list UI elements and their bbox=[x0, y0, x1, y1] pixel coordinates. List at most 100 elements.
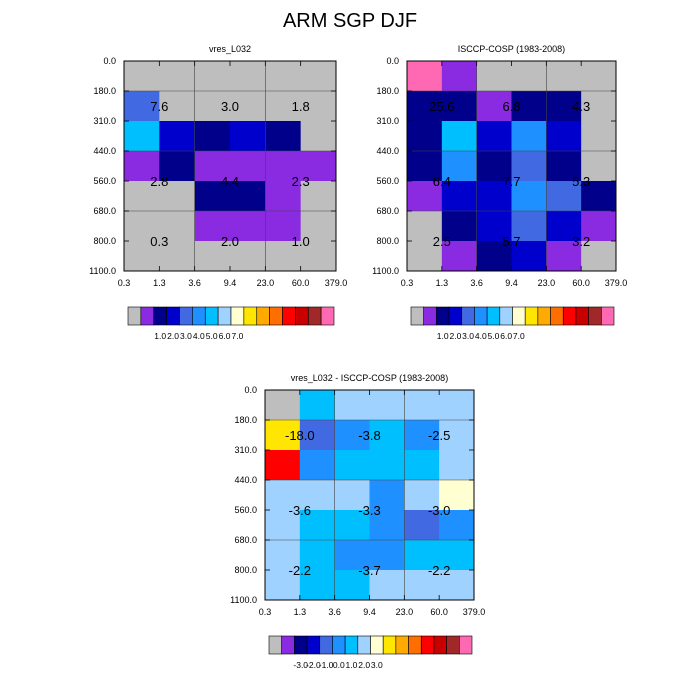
group-value-label-diff-2-1: -3.7 bbox=[358, 563, 380, 578]
heatmap-cell-diff-6-4 bbox=[404, 570, 440, 601]
heatmap-cell-diff-0-3 bbox=[369, 390, 405, 421]
colorbar-box-vres-5 bbox=[192, 306, 206, 326]
group-value-label-isccp-0-1: 6.8 bbox=[502, 99, 520, 114]
heatmap-cell-diff-4-4 bbox=[404, 510, 440, 541]
colorbar-box-isccp-15 bbox=[601, 306, 615, 326]
heatmap-cell-vres-5-5 bbox=[300, 211, 337, 242]
x-tick-label-diff-6: 379.0 bbox=[463, 607, 486, 617]
colorbar-box-vres-11 bbox=[269, 306, 283, 326]
heatmap-cell-vres-2-0 bbox=[124, 121, 160, 152]
heatmap-cell-diff-2-4 bbox=[404, 450, 440, 481]
heatmap-cell-isccp-3-2 bbox=[476, 151, 512, 182]
heatmap-cell-diff-1-2 bbox=[334, 420, 370, 451]
heatmap-cell-vres-6-3 bbox=[230, 241, 266, 272]
panel-title-diff: vres_L032 - ISCCP-COSP (1983-2008) bbox=[291, 373, 448, 383]
group-value-label-diff-0-0: -18.0 bbox=[285, 428, 315, 443]
heatmap-cell-vres-6-5 bbox=[300, 241, 337, 272]
y-tick-label-vres-0: 0.0 bbox=[103, 56, 116, 66]
colorbar-box-isccp-10 bbox=[537, 306, 551, 326]
colorbar-label-vres-2: 3.0 bbox=[180, 331, 192, 341]
group-value-label-diff-2-2: -2.2 bbox=[428, 563, 450, 578]
heatmap-cell-isccp-5-3 bbox=[511, 211, 547, 242]
colorbar-label-isccp-1: 2.0 bbox=[449, 331, 461, 341]
heatmap-cell-diff-5-4 bbox=[404, 540, 440, 571]
x-tick-label-vres-5: 60.0 bbox=[292, 278, 310, 288]
heatmap-cell-vres-6-2 bbox=[194, 241, 231, 272]
heatmap-cell-vres-1-5 bbox=[300, 91, 337, 122]
heatmap-cell-vres-4-5 bbox=[300, 181, 337, 212]
group-value-label-vres-2-0: 0.3 bbox=[150, 234, 168, 249]
x-tick-label-isccp-0: 0.3 bbox=[401, 278, 414, 288]
colorbar-box-diff-0 bbox=[268, 635, 282, 655]
heatmap-cell-isccp-6-2 bbox=[476, 241, 512, 272]
heatmap-cell-isccp-6-5 bbox=[581, 241, 617, 272]
colorbar-box-isccp-14 bbox=[588, 306, 602, 326]
heatmap-cell-diff-2-2 bbox=[334, 450, 370, 481]
heatmap-cell-vres-6-0 bbox=[124, 241, 160, 272]
colorbar-box-diff-4 bbox=[319, 635, 333, 655]
heatmap-cell-isccp-6-3 bbox=[511, 241, 547, 272]
colorbar-box-vres-1 bbox=[140, 306, 155, 326]
heatmap-cell-isccp-5-2 bbox=[476, 211, 512, 242]
y-tick-label-diff-6: 800.0 bbox=[234, 565, 257, 575]
heatmap-cell-isccp-1-3 bbox=[511, 91, 547, 122]
x-tick-label-vres-1: 1.3 bbox=[153, 278, 166, 288]
heatmap-cell-diff-0-4 bbox=[404, 390, 440, 421]
heatmap-cell-isccp-2-4 bbox=[546, 121, 582, 152]
heatmap-cell-diff-3-5 bbox=[439, 480, 475, 511]
heatmap-cell-diff-1-1 bbox=[299, 420, 336, 451]
heatmap-cell-diff-5-1 bbox=[299, 540, 336, 571]
heatmap-cell-isccp-2-2 bbox=[476, 121, 512, 152]
group-value-label-isccp-1-2: 5.3 bbox=[572, 174, 590, 189]
colorbar-box-vres-10 bbox=[256, 306, 270, 326]
heatmap-cell-isccp-1-2 bbox=[476, 91, 512, 122]
heatmap-cell-vres-3-4 bbox=[265, 151, 302, 182]
heatmap-cell-diff-4-2 bbox=[334, 510, 370, 541]
heatmap-cell-isccp-5-5 bbox=[581, 211, 617, 242]
heatmap-cell-vres-5-3 bbox=[230, 211, 266, 242]
heatmap-cell-vres-5-1 bbox=[159, 211, 196, 242]
y-tick-label-diff-1: 180.0 bbox=[234, 415, 257, 425]
heatmap-cell-diff-2-3 bbox=[369, 450, 405, 481]
colorbar-label-vres-6: 7.0 bbox=[232, 331, 244, 341]
y-tick-label-vres-7: 1100.0 bbox=[89, 266, 116, 276]
colorbar-box-vres-0 bbox=[127, 306, 142, 326]
heatmap-cell-vres-6-1 bbox=[159, 241, 196, 272]
colorbar-label-diff-2: -1.0 bbox=[319, 660, 334, 670]
colorbar-label-diff-0: -3.0 bbox=[293, 660, 308, 670]
group-value-label-isccp-0-0: 25.6 bbox=[429, 99, 454, 114]
y-tick-label-vres-6: 800.0 bbox=[93, 236, 116, 246]
x-tick-label-diff-2: 3.6 bbox=[328, 607, 341, 617]
group-value-label-vres-2-1: 2.0 bbox=[221, 234, 239, 249]
x-tick-label-vres-2: 3.6 bbox=[188, 278, 201, 288]
heatmap-cell-vres-4-3 bbox=[230, 181, 266, 212]
x-tick-label-vres-3: 9.4 bbox=[224, 278, 237, 288]
colorbar-box-isccp-13 bbox=[575, 306, 589, 326]
heatmap-cell-vres-3-1 bbox=[159, 151, 196, 182]
colorbar-box-vres-8 bbox=[230, 306, 245, 326]
heatmap-cell-diff-0-2 bbox=[334, 390, 370, 421]
heatmap-cell-vres-3-2 bbox=[194, 151, 231, 182]
heatmap-cell-diff-0-1 bbox=[299, 390, 336, 421]
x-tick-label-isccp-6: 379.0 bbox=[605, 278, 628, 288]
heatmap-cell-isccp-0-5 bbox=[581, 61, 617, 92]
x-tick-label-isccp-3: 9.4 bbox=[505, 278, 518, 288]
heatmap-cell-vres-5-0 bbox=[124, 211, 160, 242]
y-tick-label-isccp-5: 680.0 bbox=[376, 206, 399, 216]
colorbar-label-isccp-2: 3.0 bbox=[462, 331, 474, 341]
y-tick-label-isccp-3: 440.0 bbox=[376, 146, 399, 156]
x-tick-label-diff-4: 23.0 bbox=[396, 607, 414, 617]
group-value-label-isccp-1-0: 6.4 bbox=[433, 174, 451, 189]
colorbar-box-isccp-2 bbox=[436, 306, 450, 326]
group-value-label-vres-2-2: 1.0 bbox=[292, 234, 310, 249]
heatmap-cell-isccp-4-5 bbox=[581, 181, 617, 212]
colorbar-label-vres-4: 5.0 bbox=[206, 331, 218, 341]
heatmap-cell-diff-4-5 bbox=[439, 510, 475, 541]
heatmap-cell-diff-1-4 bbox=[404, 420, 440, 451]
heatmap-cell-diff-5-2 bbox=[334, 540, 370, 571]
heatmap-cell-isccp-2-1 bbox=[441, 121, 478, 152]
heatmap-cell-isccp-1-5 bbox=[581, 91, 617, 122]
x-tick-label-diff-5: 60.0 bbox=[430, 607, 448, 617]
heatmap-cell-isccp-0-1 bbox=[441, 61, 478, 92]
colorbar-box-isccp-8 bbox=[512, 306, 526, 326]
